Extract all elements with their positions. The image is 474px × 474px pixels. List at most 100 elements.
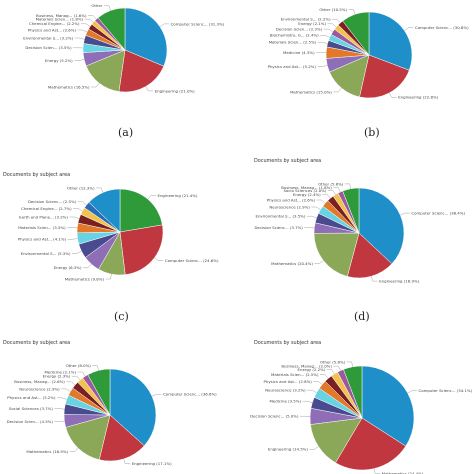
leader-line xyxy=(67,238,78,240)
pie-slice-engineering xyxy=(118,49,165,93)
leader-line xyxy=(309,446,319,450)
slice-label-computer-scienc: Computer Scienc... (36.6%) xyxy=(163,392,217,397)
slice-label-computer-scienc: Computer Scienc... (34.1%) xyxy=(419,388,473,393)
leader-line xyxy=(72,250,82,254)
slice-label-energy: Energy (2.3%) xyxy=(43,374,71,379)
leader-line xyxy=(54,420,65,422)
leader-line xyxy=(77,371,86,377)
slice-label-neuroscience: Neuroscience (2.9%) xyxy=(19,386,60,391)
slice-label-energy: Energy (6.3%) xyxy=(54,265,82,270)
leader-line xyxy=(323,28,333,32)
leader-line xyxy=(317,65,328,67)
slice-label-business-manag: Business, Manag... (1.6%) xyxy=(36,13,87,18)
leader-line xyxy=(71,376,81,381)
leader-line xyxy=(151,394,162,397)
slice-label-environmental-s: Environmental S... (2.2%) xyxy=(281,17,331,22)
pie-slice-engineering xyxy=(98,414,145,462)
slice-label-decision-scienc: Decision Scienc... (5.0%) xyxy=(250,414,299,419)
leader-line xyxy=(81,23,91,27)
pie-chart-2: (b) Computer Scienc... (30.8%) Engineering… xyxy=(268,7,469,139)
leader-line xyxy=(159,23,170,27)
slice-label-social-sciences: Social Sciences (3.7%) xyxy=(9,406,54,411)
slice-label-neuroscience: Neuroscience (2.9%) xyxy=(269,204,310,209)
leader-line xyxy=(320,35,330,38)
panel-caption: (c) xyxy=(114,310,129,323)
leader-line xyxy=(145,86,154,92)
leader-line xyxy=(371,276,378,282)
pie-slice-mathematics xyxy=(65,414,111,461)
pie-chart-4: Documents by subject area (d) Computer Sci… xyxy=(254,158,465,323)
leader-line xyxy=(327,23,337,28)
leader-line xyxy=(346,361,353,367)
slice-label-energy: Energy (2.4%) xyxy=(293,192,321,197)
chart-title: Documents by subject area xyxy=(3,340,70,346)
slice-label-socio-sciences: Socio Sciences (2.0%) xyxy=(283,188,326,193)
slice-label-environmental-s: Environmental S... (3.5%) xyxy=(256,214,306,219)
slice-label-energy: Energy (5.2%) xyxy=(45,58,73,63)
leader-line xyxy=(123,458,131,464)
slice-label-business-manag: Business, Manag... (2.0%) xyxy=(281,364,332,369)
slice-label-computer-scienc: Computer Scienc... (30.8%) xyxy=(415,25,469,30)
slice-label-medicine: Medicine (2.1%) xyxy=(44,369,76,374)
leader-line xyxy=(73,208,83,212)
slice-label-engineering: Engineering (21.4%) xyxy=(158,193,198,198)
leader-line xyxy=(77,29,88,33)
slice-label-earth-and-plane: Earth and Plane... (3.2%) xyxy=(19,214,68,219)
slice-label-decision-scien: Decision Scien... (3.5%) xyxy=(25,45,72,50)
leader-line xyxy=(320,374,329,379)
pie-slice-computer-scienc xyxy=(109,368,157,447)
leader-line xyxy=(105,274,112,280)
slice-label-physics-and-ast: Physics and Ast... (2.6%) xyxy=(267,197,316,202)
leader-line xyxy=(317,42,328,44)
slice-label-other: Other (8.0%) xyxy=(66,363,92,368)
pie-chart-5: Documents by subject area Computer Scienc… xyxy=(3,340,217,466)
leader-line xyxy=(326,369,335,375)
leader-line xyxy=(147,195,156,200)
leader-line xyxy=(322,194,331,199)
chart-title: Documents by subject area xyxy=(3,172,70,178)
leader-line xyxy=(404,27,414,31)
slice-label-mathematics: Mathematics (16.5%) xyxy=(48,84,90,89)
leader-line xyxy=(389,92,397,98)
leader-line xyxy=(333,187,341,193)
slice-label-computer-scienc: Computer Scienc... (24.6%) xyxy=(165,258,219,263)
slice-label-other: Other (12.3%) xyxy=(67,185,95,190)
slice-label-medicine: Medicine (3.5%) xyxy=(269,399,301,404)
slice-label-business-manag: Business, Manag... (2.6%) xyxy=(14,379,65,384)
panel-caption: (a) xyxy=(118,126,133,139)
leader-line xyxy=(69,216,80,219)
leader-line xyxy=(313,381,323,385)
chart-title: Documents by subject area xyxy=(254,340,321,346)
slice-label-other: Other xyxy=(91,3,102,8)
pie-slice-other xyxy=(87,368,111,416)
slice-label-other: Other (5.8%) xyxy=(320,359,346,364)
leader-line xyxy=(304,227,315,229)
leader-line xyxy=(400,212,410,216)
pie-slice-mathematics xyxy=(313,232,360,277)
leader-line xyxy=(306,215,317,219)
slice-label-engineering: Engineering (16.9%) xyxy=(379,279,419,284)
leader-line xyxy=(74,59,85,61)
leader-line xyxy=(302,401,313,403)
slice-label-physics-and-ast: Physics and Ast... (5.2%) xyxy=(268,64,317,69)
panel-caption: (d) xyxy=(354,310,370,323)
leader-line xyxy=(344,183,351,189)
leader-line xyxy=(311,206,321,210)
pie-chart-3: Documents by subject area (c) Engineering … xyxy=(3,172,219,323)
slice-label-biochemistry-g: Biochemistry, G... (2.4%) xyxy=(270,33,319,38)
pie-slice-other xyxy=(97,7,126,51)
pie-slice-other xyxy=(88,188,121,233)
slice-label-materials-scien: Materials Scien... (1.8%) xyxy=(36,17,84,22)
pie-chart-1: (a) Computer Scienc... (31.3%) Engineering… xyxy=(23,3,224,139)
slice-label-engineering: Engineering (21.0%) xyxy=(155,88,195,93)
leader-line xyxy=(333,365,341,371)
slice-label-mathematics: Mathematics (20.4%) xyxy=(271,261,313,266)
leader-line xyxy=(61,388,71,392)
leader-line xyxy=(66,381,76,386)
leader-line xyxy=(84,18,94,23)
pie-slice-mathematics xyxy=(335,417,407,471)
pie-slice-computer-scienc xyxy=(119,224,164,275)
slice-label-chemical-engine: Chemical Engine... (2.7%) xyxy=(21,206,72,211)
slice-label-physics-and-ast: Physics and Ast... (2.6%) xyxy=(28,27,77,32)
